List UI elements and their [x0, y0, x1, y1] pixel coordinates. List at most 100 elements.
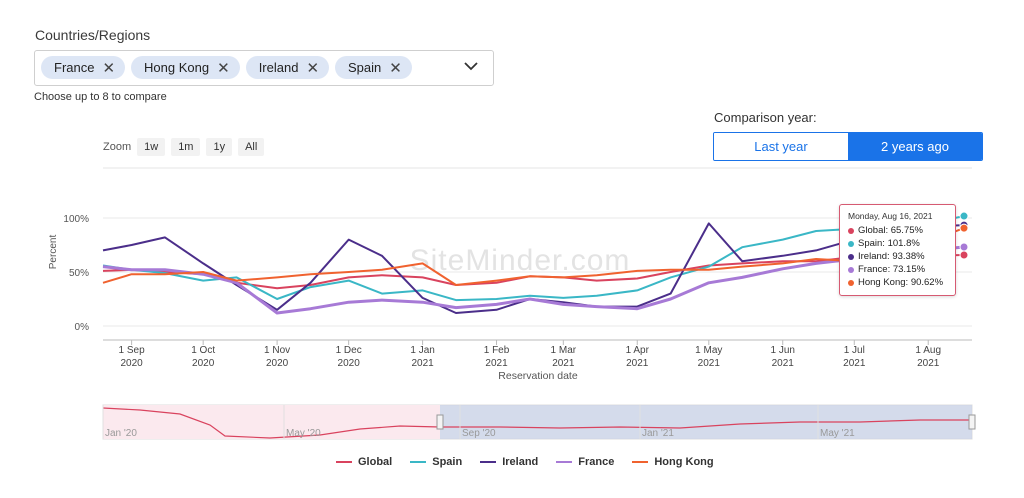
navigator-label: May '21	[820, 428, 855, 439]
series-end-point	[959, 223, 969, 233]
tooltip-row: France: 73.15%	[848, 263, 947, 276]
comparison-year-toggle: Last year 2 years ago	[713, 132, 983, 161]
x-tick-label: 1 Nov	[264, 345, 290, 356]
navigator-handle[interactable]	[968, 414, 976, 430]
selected-chips: France ✕ Hong Kong ✕ Ireland ✕ Spain ✕	[41, 56, 412, 79]
legend-swatch	[480, 461, 497, 463]
x-tick-label: 1 Mar	[551, 345, 577, 356]
series-end-point	[959, 242, 969, 252]
y-tick-label: 0%	[75, 322, 90, 333]
legend-item-global[interactable]: Global	[336, 456, 392, 468]
tooltip-title: Monday, Aug 16, 2021	[848, 211, 933, 221]
tooltip-value: Spain: 101.8%	[858, 238, 920, 249]
x-tick-label: 1 Dec	[336, 345, 362, 356]
navigator-handle[interactable]	[436, 414, 444, 430]
x-tick-label: 1 Apr	[626, 345, 650, 356]
tooltip-row: Hong Kong: 90.62%	[848, 276, 947, 289]
series-line-hong-kong	[102, 227, 965, 286]
navigator-label: Sep '20	[462, 428, 496, 439]
zoom-1w-button[interactable]: 1w	[137, 138, 166, 156]
x-tick-label: 1 Aug	[915, 345, 941, 356]
legend-item-ireland[interactable]: Ireland	[480, 456, 538, 468]
x-tick-label: 1 Sep	[119, 345, 146, 356]
x-tick-year: 2020	[338, 358, 361, 369]
x-tick-year: 2021	[698, 358, 721, 369]
country-multiselect[interactable]: France ✕ Hong Kong ✕ Ireland ✕ Spain ✕	[34, 50, 494, 86]
legend-label: Spain	[432, 456, 463, 468]
navigator-label: Jan '20	[105, 428, 137, 439]
tooltip-value: France: 73.15%	[858, 264, 926, 275]
series-line-spain	[102, 215, 965, 302]
y-tick-label: 100%	[63, 214, 89, 225]
chip-hong-kong[interactable]: Hong Kong ✕	[131, 56, 240, 79]
chip-label: Hong Kong	[144, 60, 210, 75]
series-dot-icon	[848, 266, 854, 273]
two-years-ago-button[interactable]: 2 years ago	[848, 133, 982, 160]
last-year-button[interactable]: Last year	[714, 133, 848, 160]
x-tick-year: 2021	[626, 358, 649, 369]
navigator-area-fill	[103, 405, 440, 439]
legend-label: Hong Kong	[654, 456, 714, 468]
remove-icon[interactable]: ✕	[102, 59, 116, 77]
series-dot-icon	[848, 253, 854, 260]
legend-label: Ireland	[502, 456, 539, 468]
tooltip-value: Ireland: 93.38%	[858, 251, 925, 262]
x-tick-year: 2021	[485, 358, 508, 369]
x-tick-year: 2020	[266, 358, 289, 369]
y-axis-title: Percent	[48, 235, 59, 270]
y-tick-label: 50%	[69, 268, 89, 279]
remove-icon[interactable]: ✕	[306, 59, 320, 77]
watermark-text: SiteMinder.com	[410, 244, 631, 277]
chart-tooltip: Monday, Aug 16, 2021 Global: 65.75% Spain…	[839, 204, 956, 296]
chart-legend: Global Spain Ireland France Hong Kong	[336, 456, 714, 468]
remove-icon[interactable]: ✕	[217, 59, 230, 77]
zoom-1y-button[interactable]: 1y	[206, 138, 233, 156]
series-dot-icon	[848, 227, 854, 234]
navigator-selection	[440, 405, 972, 439]
zoom-all-button[interactable]: All	[238, 138, 265, 156]
x-tick-year: 2021	[772, 358, 795, 369]
selection-hint: Choose up to 8 to compare	[34, 91, 167, 103]
tooltip-value: Hong Kong: 90.62%	[858, 277, 944, 288]
x-tick-label: 1 Feb	[484, 345, 510, 356]
zoom-controls: Zoom 1w 1m 1y All	[103, 138, 265, 156]
countries-regions-label: Countries/Regions	[35, 27, 151, 43]
legend-label: Global	[358, 456, 393, 468]
legend-swatch	[336, 461, 352, 463]
series-line-france	[102, 245, 965, 315]
chevron-down-icon[interactable]	[463, 60, 479, 72]
chip-spain[interactable]: Spain ✕	[335, 56, 412, 79]
remove-icon[interactable]: ✕	[389, 59, 402, 77]
chip-ireland[interactable]: Ireland ✕	[245, 56, 330, 79]
chip-france[interactable]: France ✕	[41, 56, 126, 79]
x-tick-year: 2020	[120, 358, 143, 369]
tooltip-row: Global: 65.75%	[848, 224, 947, 237]
series-dot-icon	[848, 279, 854, 286]
x-tick-label: 1 May	[695, 345, 722, 356]
comparison-year-label: Comparison year:	[714, 110, 817, 125]
series-end-point	[959, 211, 969, 221]
navigator-label: Jan '21	[642, 428, 674, 439]
series-dot-icon	[848, 240, 854, 247]
x-tick-year: 2020	[192, 358, 215, 369]
x-axis-title: Reservation date	[498, 370, 578, 382]
series-end-point	[959, 250, 969, 260]
legend-item-hong-kong[interactable]: Hong Kong	[632, 456, 714, 468]
tooltip-row: Ireland: 93.38%	[848, 250, 947, 263]
zoom-1m-button[interactable]: 1m	[171, 138, 201, 156]
navigator-label: May '20	[286, 428, 321, 439]
x-tick-label: 1 Jul	[844, 345, 865, 356]
legend-item-spain[interactable]: Spain	[410, 456, 462, 468]
x-tick-label: 1 Jun	[771, 345, 795, 356]
x-tick-label: 1 Oct	[191, 345, 215, 356]
legend-swatch	[410, 461, 427, 463]
x-tick-year: 2021	[843, 358, 866, 369]
chip-label: Spain	[348, 60, 382, 75]
legend-swatch	[632, 461, 649, 463]
legend-item-france[interactable]: France	[556, 456, 614, 468]
chip-label: France	[54, 60, 95, 75]
legend-swatch	[556, 461, 573, 463]
x-tick-year: 2021	[411, 358, 434, 369]
zoom-label: Zoom	[103, 141, 132, 153]
